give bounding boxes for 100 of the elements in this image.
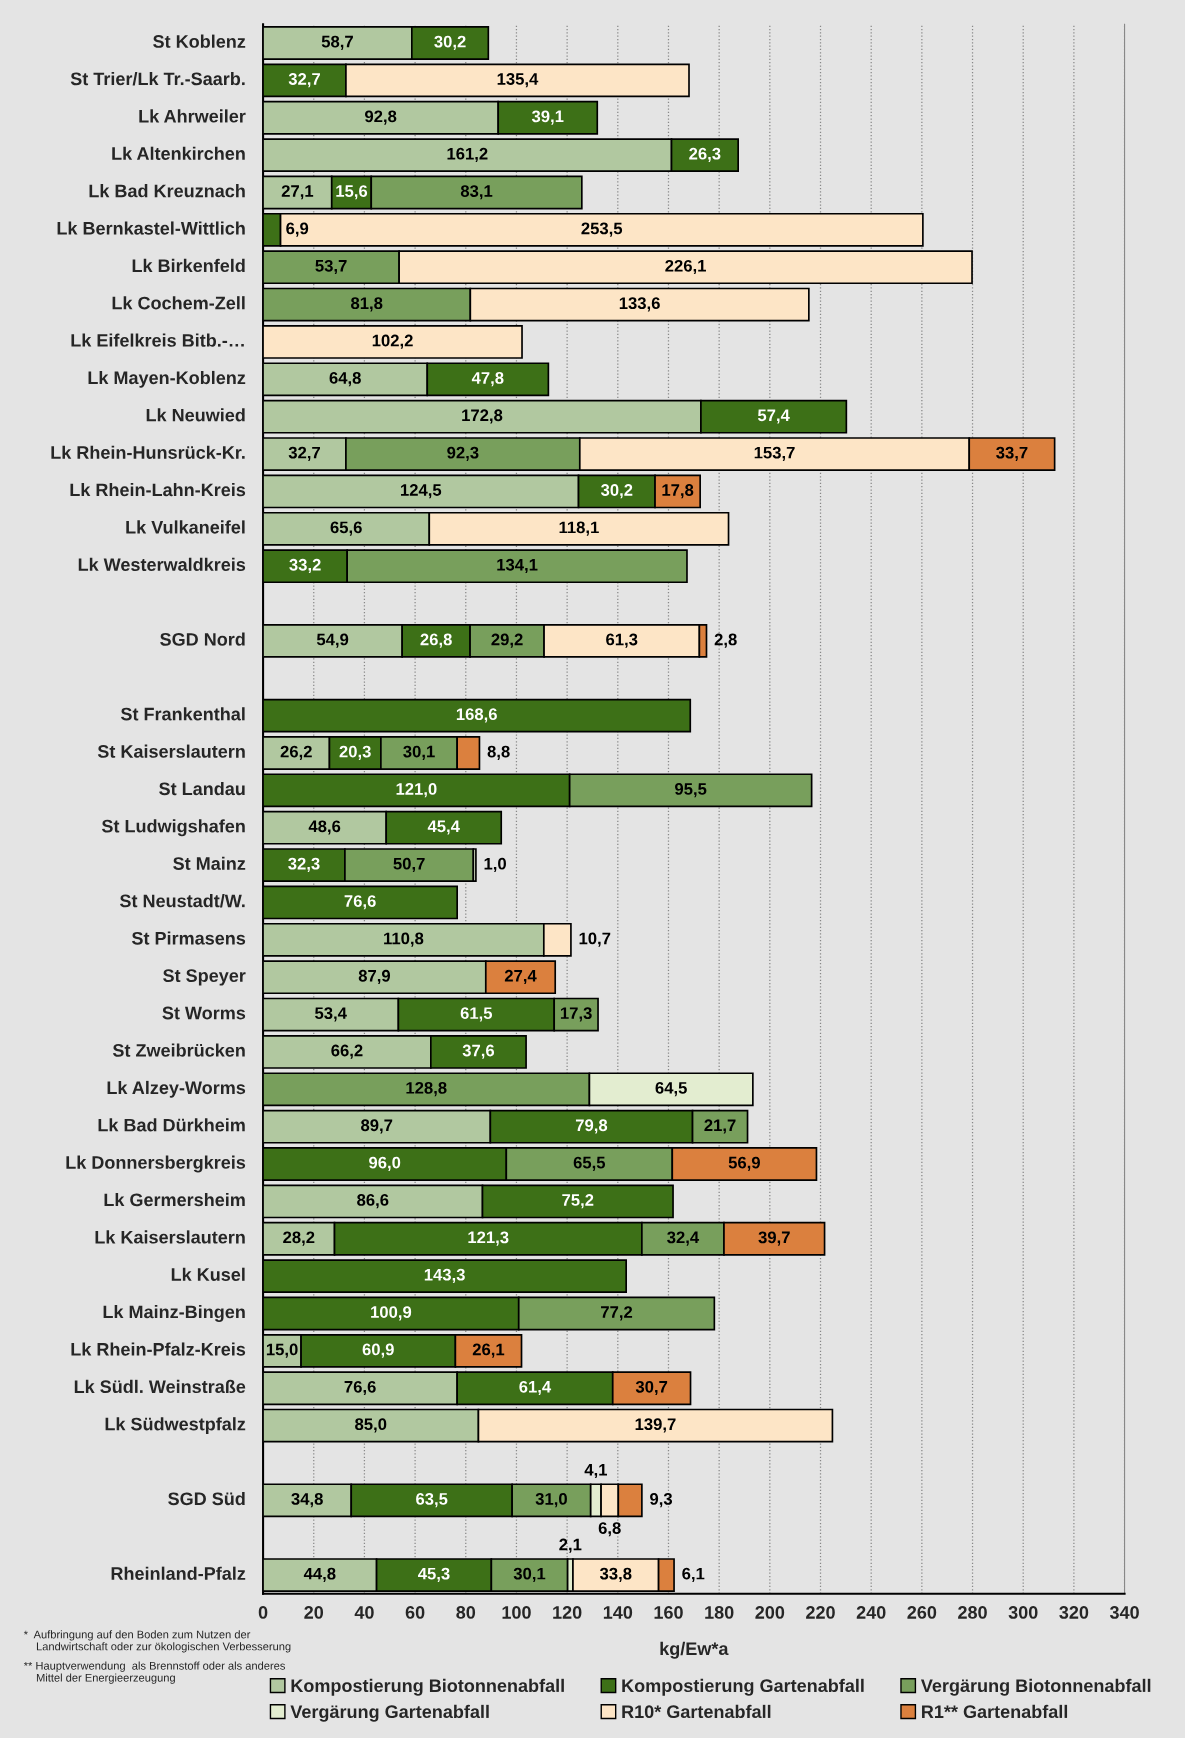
x-tick-label: 60 bbox=[405, 1606, 425, 1619]
data-label: 75,2 bbox=[562, 1194, 594, 1209]
y-tick-label: Lk Bad Dürkheim bbox=[98, 1118, 245, 1132]
data-label: 30,2 bbox=[600, 484, 633, 499]
y-tick-label: Lk Mayen-Koblenz bbox=[88, 370, 246, 388]
data-label: 143,3 bbox=[424, 1268, 465, 1284]
data-label: 81,8 bbox=[351, 297, 383, 312]
data-label: 92,3 bbox=[447, 446, 479, 461]
y-tick-label: Lk Rhein-Lahn-Kreis bbox=[70, 483, 246, 497]
data-label: 1,0 bbox=[484, 857, 506, 872]
y-tick-label: St Worms bbox=[162, 1006, 246, 1020]
data-label: 33,8 bbox=[599, 1567, 632, 1582]
data-label: 89,7 bbox=[361, 1119, 393, 1134]
data-label: 8,8 bbox=[487, 745, 510, 760]
data-label: 27,1 bbox=[281, 185, 314, 200]
data-label: 226,1 bbox=[665, 259, 706, 275]
data-label: 39,7 bbox=[758, 1231, 790, 1246]
data-label: 54,9 bbox=[316, 633, 349, 648]
data-label: 118,1 bbox=[559, 521, 599, 536]
data-label: 121,3 bbox=[468, 1231, 509, 1246]
text: ** Hauptverwendung als Brennstoff oder als anderes Mittel der Energieerzeugung bbox=[23, 1661, 285, 1684]
data-label: 128,8 bbox=[406, 1081, 447, 1097]
x-tick-label: 180 bbox=[705, 1606, 734, 1619]
x-tick-label: 160 bbox=[654, 1606, 683, 1619]
data-label: 50,7 bbox=[393, 857, 425, 872]
x-tick-label: 40 bbox=[354, 1606, 374, 1619]
y-tick-label: Lk Bernkastel-Wittlich bbox=[57, 221, 245, 235]
data-label: 61,5 bbox=[460, 1007, 493, 1022]
data-label: 26,1 bbox=[472, 1343, 505, 1358]
data-label: 27,4 bbox=[504, 969, 537, 985]
data-label: 20,3 bbox=[339, 745, 371, 760]
data-label: 30,1 bbox=[513, 1567, 546, 1582]
x-tick-label: 280 bbox=[958, 1606, 987, 1619]
data-label: 96,0 bbox=[369, 1156, 401, 1171]
data-label: 92,8 bbox=[365, 110, 397, 125]
data-label: 30,2 bbox=[434, 35, 466, 50]
data-label: 28,2 bbox=[283, 1231, 315, 1246]
data-label: 44,8 bbox=[303, 1567, 336, 1582]
y-tick-label: Lk Südwestpfalz bbox=[105, 1417, 246, 1435]
y-tick-label: SGD Süd bbox=[168, 1491, 245, 1506]
x-tick-label: 260 bbox=[907, 1606, 937, 1619]
data-label: 139,7 bbox=[635, 1418, 676, 1433]
data-label: 53,4 bbox=[315, 1007, 347, 1022]
x-tick-label: 240 bbox=[856, 1606, 886, 1619]
data-label: 32,7 bbox=[288, 73, 320, 88]
data-label: 85,0 bbox=[355, 1418, 387, 1433]
x-tick-label: 220 bbox=[806, 1606, 835, 1619]
data-label: 33,7 bbox=[996, 446, 1028, 461]
y-tick-label: Lk Rhein-Pfalz-Kreis bbox=[71, 1342, 246, 1356]
y-tick-label: St Frankenthal bbox=[120, 707, 245, 721]
data-label: 95,5 bbox=[675, 783, 707, 798]
data-label: 124,5 bbox=[401, 484, 442, 499]
x-tick-label: 80 bbox=[456, 1606, 476, 1619]
data-label: 60,9 bbox=[362, 1343, 394, 1358]
legend-label: Vergärung Gartenabfall bbox=[290, 1704, 489, 1722]
y-tick-label: St Zweibrücken bbox=[112, 1043, 245, 1057]
y-tick-label: St Speyer bbox=[163, 969, 246, 986]
y-tick-label: Lk Germersheim bbox=[104, 1192, 245, 1207]
data-label: 153,7 bbox=[754, 446, 795, 461]
legend-label: Vergärung Biotonnenabfall bbox=[920, 1678, 1151, 1696]
data-label: 63,5 bbox=[416, 1493, 448, 1508]
data-label: 32,7 bbox=[288, 446, 320, 461]
y-tick-label: Lk Donnersbergkreis bbox=[66, 1155, 246, 1173]
data-label: 79,8 bbox=[575, 1119, 608, 1134]
y-tick-label: Lk Südl. Weinstraße bbox=[74, 1379, 246, 1394]
y-tick-label: St Ludwigshafen bbox=[101, 819, 245, 837]
y-tick-label: Lk Alzey-Worms bbox=[107, 1080, 246, 1098]
y-tick-label: Lk Kusel bbox=[171, 1267, 245, 1281]
data-label: 87,9 bbox=[358, 969, 391, 985]
data-label: 37,6 bbox=[462, 1044, 495, 1059]
data-label: 2,1 bbox=[559, 1538, 582, 1553]
data-label: 10,7 bbox=[579, 932, 611, 947]
data-label: 121,0 bbox=[396, 783, 437, 798]
x-tick-label: 320 bbox=[1059, 1606, 1089, 1619]
y-tick-label: St Trier/Lk Tr.-Saarb. bbox=[70, 71, 245, 86]
data-label: 161,2 bbox=[447, 147, 488, 163]
data-label: 66,2 bbox=[331, 1044, 363, 1059]
data-label: 65,5 bbox=[573, 1156, 606, 1171]
y-tick-label: Rheinland-Pfalz bbox=[111, 1566, 246, 1580]
data-label: 32,3 bbox=[288, 857, 320, 872]
x-axis-title: kg/Ew*a bbox=[660, 1641, 729, 1659]
y-tick-label: St Kaiserslautern bbox=[97, 744, 245, 758]
data-label: 9,3 bbox=[650, 1493, 673, 1508]
legend-label: R10* Gartenabfall bbox=[622, 1704, 771, 1719]
data-label: 29,2 bbox=[491, 633, 523, 648]
data-label: 26,3 bbox=[689, 147, 721, 163]
y-tick-label: Lk Neuwied bbox=[146, 408, 245, 422]
y-tick-label: St Koblenz bbox=[153, 34, 246, 48]
data-label: 58,7 bbox=[321, 35, 353, 50]
data-label: 135,4 bbox=[497, 73, 539, 88]
y-tick-label: Lk Mainz-Bingen bbox=[103, 1305, 245, 1322]
x-tick-label: 0 bbox=[258, 1606, 268, 1619]
data-label: 30,7 bbox=[635, 1380, 668, 1396]
data-label: 26,2 bbox=[280, 745, 312, 760]
data-label: 61,4 bbox=[519, 1380, 552, 1396]
data-label: 15,6 bbox=[336, 185, 368, 200]
data-label: 32,4 bbox=[667, 1231, 700, 1246]
y-tick-label: Lk Westerwaldkreis bbox=[78, 557, 246, 571]
y-tick-label: St Neustadt/W. bbox=[119, 894, 245, 908]
y-tick-label: Lk Ahrweiler bbox=[139, 109, 246, 123]
